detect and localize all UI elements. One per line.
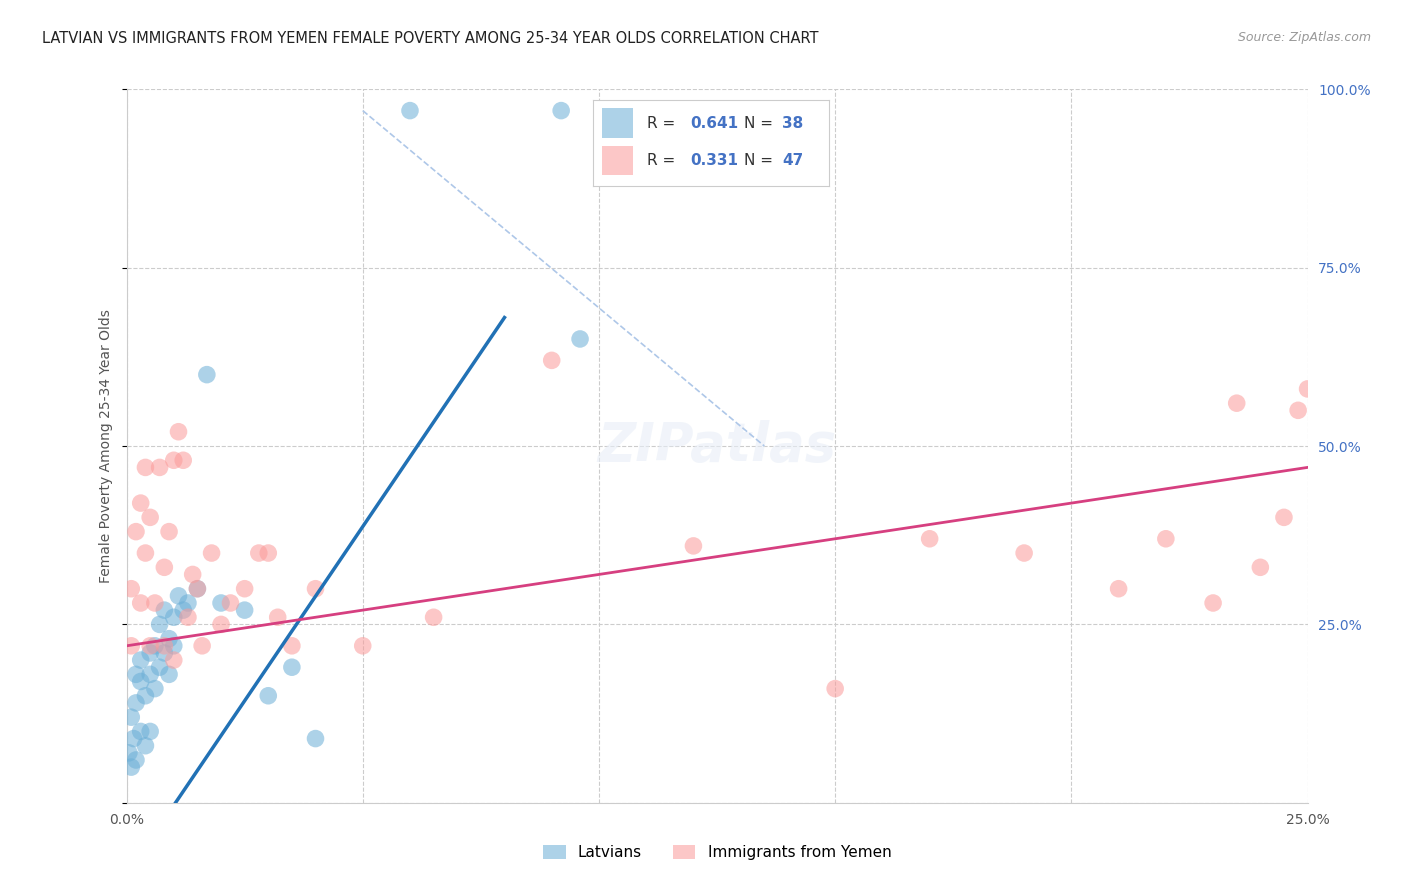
Point <box>153 603 176 617</box>
Point <box>134 689 156 703</box>
Point <box>167 425 190 439</box>
Point <box>304 582 326 596</box>
Point <box>139 667 162 681</box>
Point <box>569 332 592 346</box>
Point <box>824 681 846 696</box>
Point <box>153 646 176 660</box>
Point <box>149 660 172 674</box>
Point <box>1296 382 1319 396</box>
Point <box>219 596 242 610</box>
Point <box>134 546 156 560</box>
Point <box>153 639 176 653</box>
Point <box>1108 582 1130 596</box>
Point <box>267 610 290 624</box>
Legend: Latvians, Immigrants from Yemen: Latvians, Immigrants from Yemen <box>537 839 897 866</box>
Point <box>247 546 270 560</box>
Point <box>153 560 176 574</box>
Point <box>120 582 142 596</box>
Point <box>167 589 190 603</box>
Point <box>143 596 166 610</box>
Point <box>186 582 208 596</box>
Point <box>195 368 218 382</box>
Point <box>257 546 280 560</box>
Point <box>1226 396 1249 410</box>
Point <box>540 353 562 368</box>
Point <box>1202 596 1225 610</box>
Point <box>129 653 152 667</box>
Point <box>125 753 148 767</box>
Point <box>129 724 152 739</box>
Point <box>233 603 256 617</box>
Point <box>125 696 148 710</box>
Text: ZIPatlas: ZIPatlas <box>598 420 837 472</box>
Point <box>257 689 280 703</box>
Point <box>163 610 186 624</box>
Point <box>157 667 180 681</box>
Point <box>209 617 232 632</box>
Point <box>149 617 172 632</box>
Point <box>125 667 148 681</box>
Point <box>918 532 941 546</box>
Point <box>304 731 326 746</box>
Text: Source: ZipAtlas.com: Source: ZipAtlas.com <box>1237 31 1371 45</box>
Point <box>163 639 186 653</box>
Point <box>1154 532 1177 546</box>
Point <box>139 510 162 524</box>
Point <box>1012 546 1035 560</box>
Point <box>399 103 422 118</box>
Point <box>139 646 162 660</box>
Point <box>352 639 374 653</box>
Point <box>281 660 304 674</box>
Point <box>120 760 142 774</box>
Point <box>129 674 152 689</box>
Point <box>191 639 214 653</box>
Point <box>209 596 232 610</box>
Point <box>281 639 304 653</box>
Point <box>233 582 256 596</box>
Point <box>172 603 194 617</box>
Point <box>134 460 156 475</box>
Point <box>118 746 141 760</box>
Point <box>186 582 208 596</box>
Point <box>177 610 200 624</box>
Point <box>1286 403 1309 417</box>
Point <box>129 596 152 610</box>
Point <box>134 739 156 753</box>
Point <box>139 724 162 739</box>
Point <box>422 610 444 624</box>
Point <box>163 453 186 467</box>
Point <box>157 632 180 646</box>
Point <box>143 681 166 696</box>
Point <box>200 546 222 560</box>
Point <box>157 524 180 539</box>
Point <box>177 596 200 610</box>
Point <box>163 653 186 667</box>
Point <box>125 524 148 539</box>
Point <box>122 731 145 746</box>
Y-axis label: Female Poverty Among 25-34 Year Olds: Female Poverty Among 25-34 Year Olds <box>100 309 114 583</box>
Point <box>1306 353 1329 368</box>
Text: LATVIAN VS IMMIGRANTS FROM YEMEN FEMALE POVERTY AMONG 25-34 YEAR OLDS CORRELATIO: LATVIAN VS IMMIGRANTS FROM YEMEN FEMALE … <box>42 31 818 46</box>
Point <box>120 710 142 724</box>
Point <box>139 639 162 653</box>
Point <box>1249 560 1271 574</box>
Point <box>682 539 704 553</box>
Point <box>143 639 166 653</box>
Point <box>149 460 172 475</box>
Point <box>129 496 152 510</box>
Point <box>1272 510 1295 524</box>
Point <box>120 639 142 653</box>
Point <box>181 567 204 582</box>
Point <box>550 103 572 118</box>
Point <box>172 453 194 467</box>
